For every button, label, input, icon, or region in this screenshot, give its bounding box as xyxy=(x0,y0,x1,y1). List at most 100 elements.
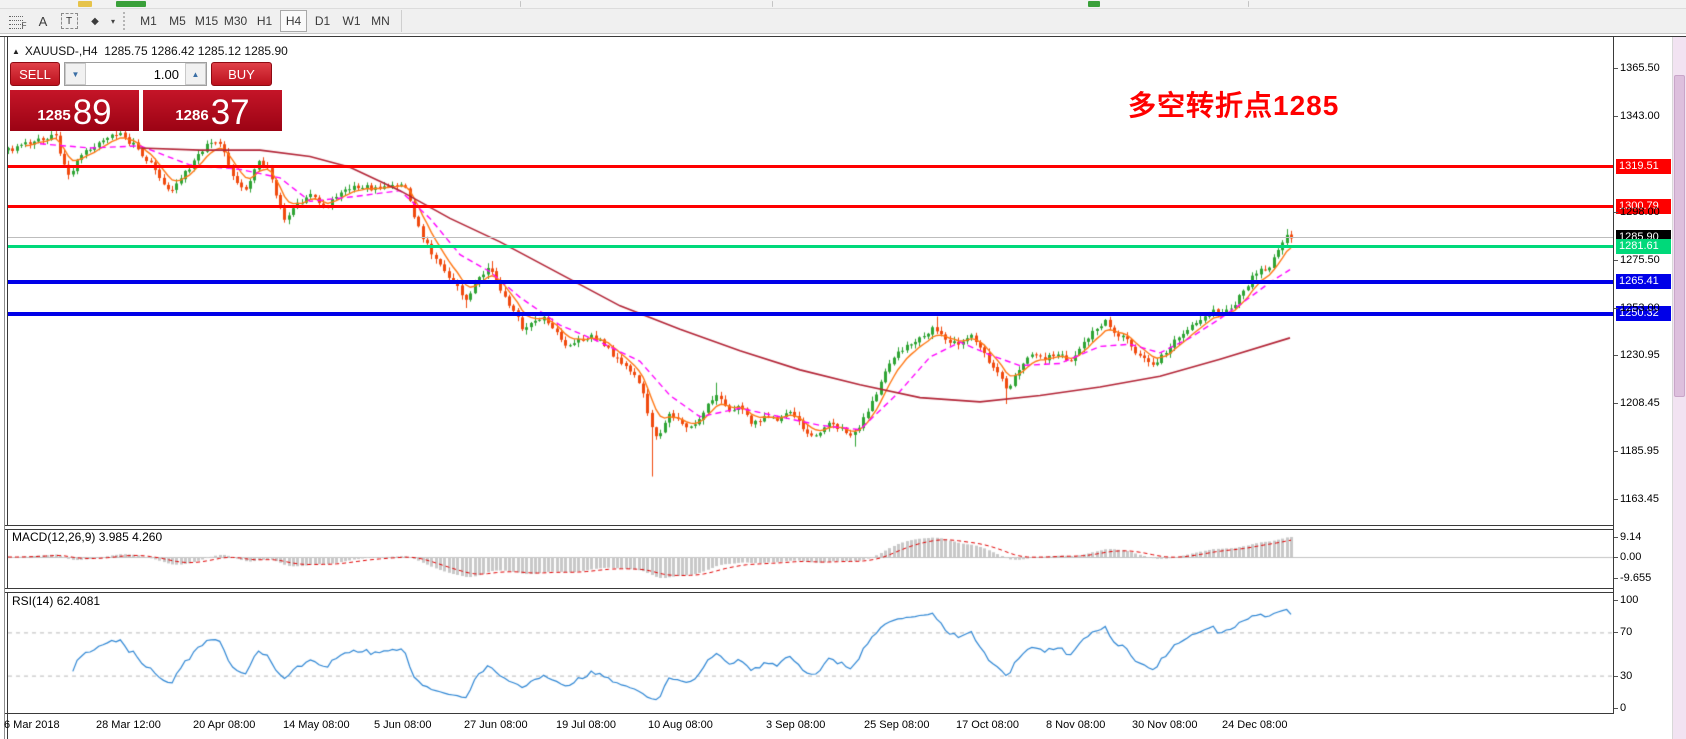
price-axis-tick: 1343.00 xyxy=(1614,109,1660,122)
macd-indicator-label: MACD(12,26,9) 3.985 4.260 xyxy=(12,530,163,544)
buy-price-big: 37 xyxy=(210,93,250,132)
label-tool-button[interactable]: T xyxy=(57,11,81,31)
buy-price-small: 1286 xyxy=(175,107,209,124)
rsi-axis-tick: 30 xyxy=(1613,670,1633,682)
volume-input[interactable] xyxy=(86,63,185,85)
toolbar-separator xyxy=(772,1,773,7)
horizontal-line-object[interactable] xyxy=(8,245,1613,248)
date-axis-label: 3 Sep 08:00 xyxy=(766,719,826,731)
volume-decrease-button[interactable]: ▼ xyxy=(65,63,86,85)
price-chart-canvas[interactable] xyxy=(8,37,1613,713)
toolbar-drag-handle[interactable] xyxy=(123,12,128,30)
scrollbar-thumb[interactable] xyxy=(1674,75,1685,397)
date-axis-label: 14 May 08:00 xyxy=(283,719,350,731)
date-axis-label: 17 Oct 08:00 xyxy=(956,719,1019,731)
date-axis-label: 8 Nov 08:00 xyxy=(1046,719,1106,731)
text-tool-button[interactable]: A xyxy=(31,11,55,31)
price-axis-tick: 1185.95 xyxy=(1614,445,1659,458)
chart-symbol-header: ▲ XAUUSD-,H4 1285.75 1286.42 1285.12 1285… xyxy=(12,44,288,58)
buy-button[interactable]: BUY xyxy=(211,62,272,86)
vertical-scrollbar[interactable] xyxy=(1673,37,1686,739)
date-axis-label: 20 Apr 08:00 xyxy=(193,719,256,731)
horizontal-line-object[interactable] xyxy=(8,280,1613,284)
price-tag: 1265.41 xyxy=(1616,274,1671,289)
toolbar-chip-icon xyxy=(1088,1,1100,7)
timeframe-d1-button[interactable]: D1 xyxy=(314,14,331,28)
sell-button[interactable]: SELL xyxy=(10,62,60,86)
price-axis-tick: 1275.50 xyxy=(1614,253,1660,266)
price-axis-tick: 1208.45 xyxy=(1614,397,1660,410)
date-axis-label: 30 Nov 08:00 xyxy=(1132,719,1198,731)
date-axis-label: 19 Jul 08:00 xyxy=(556,719,616,731)
sell-price-small: 1285 xyxy=(37,107,71,124)
date-axis-label: 25 Sep 08:00 xyxy=(864,719,930,731)
price-axis-tick: 1365.50 xyxy=(1614,62,1660,74)
price-axis-border xyxy=(1613,37,1614,713)
sell-price-big: 89 xyxy=(72,93,112,132)
chevron-down-icon[interactable]: ▾ xyxy=(111,16,116,26)
text-tool-icon: A xyxy=(38,13,48,29)
timeframe-m1-button[interactable]: M1 xyxy=(140,14,157,28)
timeframe-m5-button[interactable]: M5 xyxy=(169,14,186,28)
chart-window-border xyxy=(7,37,8,739)
timeframe-mn-button[interactable]: MN xyxy=(371,14,390,28)
timeframe-h1-button[interactable]: H1 xyxy=(256,14,273,28)
toolbar-separator xyxy=(520,1,521,7)
toolbar-chip-icon xyxy=(78,1,92,7)
price-tag: 1281.61 xyxy=(1616,239,1671,254)
date-axis-label: 28 Mar 12:00 xyxy=(96,719,161,731)
macd-axis-tick: 0.00 xyxy=(1613,551,1642,563)
collapse-panel-icon[interactable]: ▲ xyxy=(12,47,20,56)
arrow-up-icon: ▲ xyxy=(191,69,200,79)
timeframe-h4-button[interactable]: H4 xyxy=(280,10,308,32)
price-axis-tick: 1298.00 xyxy=(1614,205,1660,218)
toolbar-separator xyxy=(1248,1,1249,7)
shapes-tool-icon: ◆ xyxy=(91,15,99,27)
ohlc-values: 1285.75 1286.42 1285.12 1285.90 xyxy=(104,44,288,58)
date-axis-label: 10 Aug 08:00 xyxy=(648,719,713,731)
buy-price-tile[interactable]: 1286 37 xyxy=(143,90,282,131)
rsi-axis-tick: 0 xyxy=(1613,702,1627,714)
horizontal-line-object[interactable] xyxy=(8,312,1613,316)
chart-text-annotation: 多空转折点1285 xyxy=(1128,90,1340,121)
pane-border xyxy=(5,713,1614,714)
rsi-value: 62.4081 xyxy=(56,594,101,608)
price-axis-tick: 1230.95 xyxy=(1614,349,1660,362)
pane-separator[interactable] xyxy=(5,588,1614,593)
pane-separator[interactable] xyxy=(5,525,1614,530)
shapes-tool-button[interactable]: ◆ xyxy=(83,11,107,31)
volume-increase-button[interactable]: ▲ xyxy=(185,63,206,85)
macd-axis-tick: -9.655 xyxy=(1613,572,1652,584)
price-tag: 1300.79 xyxy=(1616,199,1671,214)
price-axis-tick: 1163.45 xyxy=(1614,493,1659,506)
chart-window-border xyxy=(4,37,5,739)
scrollbar-border xyxy=(1672,37,1673,739)
label-icon: T xyxy=(60,13,78,29)
arrow-down-icon: ▼ xyxy=(71,69,80,79)
volume-spinner: ▼ ▲ xyxy=(64,62,207,86)
toolbar-chip-icon xyxy=(116,1,146,7)
timeframe-group: M1 M5 M15 M30 H1 H4 D1 W1 MN xyxy=(134,10,403,32)
rsi-axis-tick: 70 xyxy=(1613,626,1633,638)
timeframe-m30-button[interactable]: M30 xyxy=(223,14,248,28)
macd-values: 3.985 4.260 xyxy=(98,530,163,544)
symbol-label: XAUUSD-,H4 xyxy=(24,44,98,58)
date-axis-label: 24 Dec 08:00 xyxy=(1222,719,1288,731)
price-tag: 1319.51 xyxy=(1616,159,1671,174)
toolbar-row-partial xyxy=(0,0,1686,9)
horizontal-line-object[interactable] xyxy=(8,165,1613,168)
fibonacci-grid-tool-button[interactable]: F xyxy=(5,11,29,31)
timeframe-w1-button[interactable]: W1 xyxy=(342,14,361,28)
current-price-line[interactable] xyxy=(8,237,1613,238)
timeframe-m15-button[interactable]: M15 xyxy=(194,14,219,28)
date-axis-label: 27 Jun 08:00 xyxy=(464,719,528,731)
sell-price-tile[interactable]: 1285 89 xyxy=(10,90,139,131)
date-axis-label: 5 Jun 08:00 xyxy=(374,719,432,731)
price-axis-tick: 1253.00 xyxy=(1614,301,1660,314)
date-axis-label: 6 Mar 2018 xyxy=(4,719,60,731)
macd-axis-tick: 9.14 xyxy=(1613,531,1642,543)
horizontal-line-object[interactable] xyxy=(8,205,1613,208)
toolbar: F A T ◆ ▾ M1 M5 M15 M30 H1 H4 D1 W1 MN xyxy=(0,9,1686,34)
rsi-axis-tick: 100 xyxy=(1613,594,1639,606)
